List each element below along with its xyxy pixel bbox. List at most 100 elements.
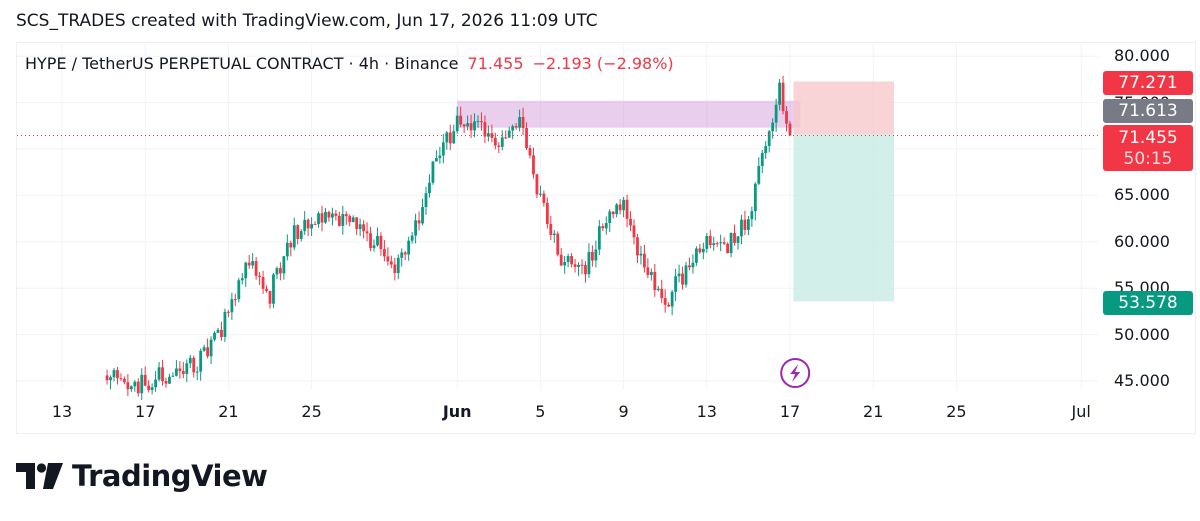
candle [528, 144, 532, 159]
candle [753, 182, 757, 221]
candle [611, 211, 615, 219]
last-price-badge: 71.455 50:15 [1103, 125, 1193, 171]
candle-body [566, 256, 570, 263]
last-price-value: 71.455 [1118, 128, 1178, 148]
candle-body [150, 387, 154, 391]
candle [213, 331, 216, 342]
candle-body [331, 213, 334, 218]
candle [729, 232, 733, 258]
candle [615, 203, 619, 218]
candle [355, 217, 359, 236]
target-zone [793, 134, 894, 302]
candle [431, 161, 435, 185]
candle-body [601, 226, 605, 229]
candle [310, 217, 313, 236]
candle-body [428, 182, 431, 194]
candle-body [185, 363, 189, 374]
candle [410, 231, 414, 244]
candle-body [431, 161, 435, 183]
candle [126, 374, 130, 397]
candle-body [351, 217, 355, 223]
candle-body [407, 240, 411, 255]
candle-body [684, 265, 688, 285]
candle [296, 224, 300, 245]
candle [570, 253, 573, 268]
candle [389, 255, 393, 269]
candle [209, 336, 213, 365]
candle-body [653, 271, 657, 291]
candle-body [376, 235, 379, 246]
candle-body [597, 226, 601, 250]
candle-body [216, 329, 220, 333]
candle [199, 348, 203, 381]
candle-body [254, 261, 258, 276]
candle-body [164, 381, 168, 384]
candle-body [740, 219, 743, 237]
candle [396, 254, 400, 280]
candle-body [282, 256, 286, 274]
candle [493, 132, 497, 150]
candle-body [396, 257, 400, 274]
candle-body [528, 148, 532, 156]
candle-body [327, 211, 331, 218]
candle-body [383, 249, 386, 257]
candle [272, 272, 275, 309]
candle [757, 157, 761, 185]
candle [656, 285, 660, 292]
candle [452, 124, 456, 144]
candle-body [507, 130, 511, 138]
candle-body [320, 213, 324, 223]
candle [417, 211, 421, 231]
candle-body [459, 115, 463, 125]
candle [171, 372, 175, 377]
candle [133, 380, 137, 392]
candle-body [389, 261, 393, 265]
candle-body [362, 224, 365, 232]
candle-body [521, 117, 525, 129]
candle-body [618, 204, 622, 211]
candle-body [334, 213, 338, 216]
candles [105, 75, 792, 400]
candle-body [417, 220, 421, 224]
candle [279, 262, 282, 281]
candle-body [355, 217, 359, 229]
symbol-legend[interactable]: HYPE / TetherUS PERPETUAL CONTRACT · 4h … [25, 54, 674, 73]
candle-body [788, 123, 792, 136]
price-change-label: −2.193 (−2.98%) [532, 54, 674, 73]
candle-body [289, 242, 293, 248]
candle [632, 219, 636, 245]
x-tick-label: 5 [535, 402, 546, 421]
candle [466, 115, 469, 131]
candle-body [511, 126, 515, 131]
candle [348, 214, 352, 227]
candle-body [625, 199, 629, 219]
candle [580, 259, 584, 275]
candle-body [764, 146, 768, 154]
candle-body [473, 121, 476, 131]
candle [424, 186, 428, 215]
candle-body [445, 132, 449, 143]
candle [150, 383, 154, 395]
candle [469, 114, 473, 139]
candle-body [490, 133, 494, 138]
candle [545, 197, 549, 229]
bar-countdown: 50:15 [1123, 149, 1173, 169]
candle-body [525, 128, 528, 149]
candle-body [535, 174, 539, 195]
candle [230, 292, 234, 320]
candle [473, 113, 476, 138]
candle-body [677, 273, 681, 277]
candle [119, 373, 123, 381]
tradingview-logo[interactable]: TradingView [16, 456, 268, 496]
take-profit-badge: 53.578 [1103, 291, 1193, 315]
candle-body [736, 236, 740, 243]
candle-body [781, 82, 785, 112]
chart-panel[interactable] [16, 42, 1196, 434]
candle-body [695, 248, 698, 263]
x-tick-label: 17 [779, 402, 801, 421]
candle [462, 123, 466, 134]
candle-body [667, 304, 671, 307]
candle [320, 205, 324, 232]
candle-body [452, 131, 456, 144]
